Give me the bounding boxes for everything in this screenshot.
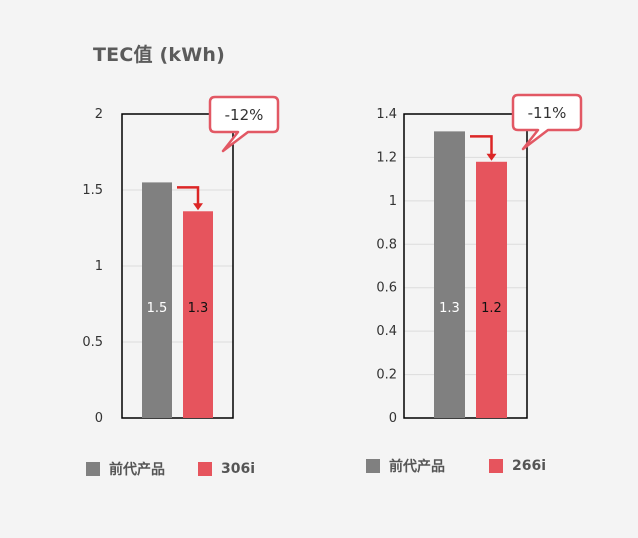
callout-bubble — [511, 93, 583, 151]
decrease-arrow-head — [193, 203, 203, 211]
legend-swatch-previous — [86, 462, 100, 476]
legend-swatch-previous — [366, 459, 380, 473]
y-tick-label: 0 — [95, 411, 103, 426]
legend-label-previous: 前代产品 — [389, 459, 445, 475]
y-tick-label: 0.2 — [376, 368, 397, 383]
bar-previous — [434, 131, 465, 418]
legend-label-new: 306i — [221, 461, 256, 477]
callout-bubble — [208, 95, 280, 153]
bar-value-label: 1.5 — [147, 301, 168, 316]
chart-title: TEC值 (kWh) — [93, 44, 225, 66]
y-tick-label: 2 — [95, 107, 103, 122]
y-tick-label: 0.5 — [82, 335, 103, 350]
bar-new — [476, 161, 507, 418]
legend-left: 前代产品 306i — [86, 459, 255, 479]
callout-percent: -11% — [528, 104, 567, 122]
y-tick-label: 0.4 — [376, 324, 397, 339]
y-tick-label: 0.8 — [376, 237, 397, 252]
legend-item-new: 266i — [489, 458, 546, 474]
callout-percent: -12% — [225, 106, 264, 124]
chart-left: 0 0.5 1 1.5 2 1.5 1.3 -12% — [82, 95, 280, 426]
decrease-arrow-head — [486, 153, 497, 161]
bar-value-label: 1.3 — [439, 301, 460, 316]
legend-item-previous: 前代产品 — [366, 456, 445, 476]
legend-swatch-new — [489, 459, 503, 473]
bar-value-label: 1.2 — [481, 301, 502, 316]
decrease-arrow — [177, 186, 200, 205]
bar-value-label: 1.3 — [188, 301, 209, 316]
plot-frame — [403, 113, 528, 419]
y-tick-label: 1.4 — [376, 107, 397, 122]
y-tick-label: 1 — [95, 259, 103, 274]
decrease-arrow — [470, 135, 493, 155]
y-tick-label: 1.2 — [376, 150, 397, 165]
legend-right: 前代产品 266i — [366, 456, 546, 476]
chart-right: 0 0.2 0.4 0.6 0.8 1 1.2 1.4 1.3 1.2 -11% — [376, 93, 583, 426]
legend-label-new: 266i — [512, 458, 547, 474]
legend-label-previous: 前代产品 — [109, 462, 165, 478]
y-tick-label: 1.5 — [82, 183, 103, 198]
bar-previous — [142, 182, 172, 418]
y-tick-label: 0 — [389, 411, 397, 426]
y-tick-label: 1 — [389, 194, 397, 209]
legend-item-new: 306i — [198, 461, 255, 477]
y-tick-label: 0.6 — [376, 281, 397, 296]
legend-item-previous: 前代产品 — [86, 459, 165, 479]
plot-frame — [121, 113, 234, 419]
legend-swatch-new — [198, 462, 212, 476]
bar-new — [183, 211, 213, 418]
